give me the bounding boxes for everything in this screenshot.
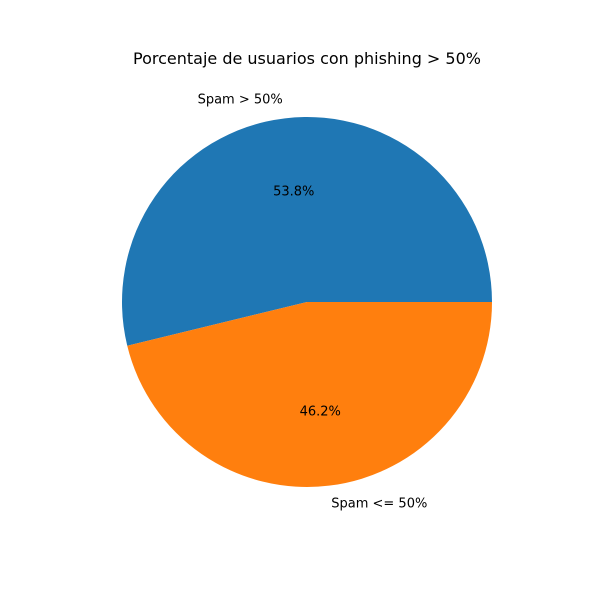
pie-slice-2 <box>127 302 493 488</box>
chart-title: Porcentaje de usuarios con phishing > 50… <box>133 49 481 68</box>
percent-label-1: 53.8% <box>273 184 314 199</box>
percent-label-2: 46.2% <box>300 405 341 420</box>
pie-slice-1 <box>121 117 492 346</box>
pie-labels: Spam > 50% 53.8% Spam <= 50% 46.2% <box>198 92 428 511</box>
slice-label-2: Spam <= 50% <box>331 497 427 512</box>
pie-slices <box>121 117 493 488</box>
slice-label-1: Spam > 50% <box>198 92 283 107</box>
